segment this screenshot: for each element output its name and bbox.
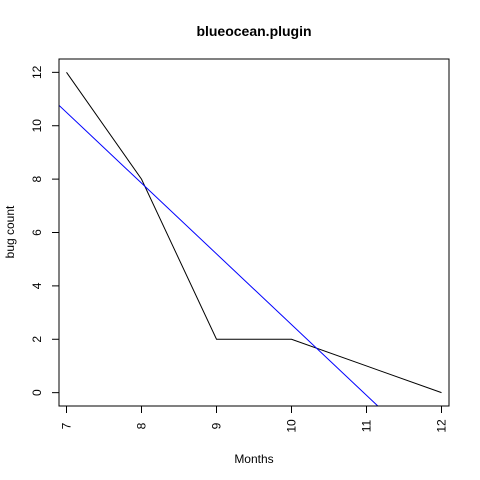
chart-title: blueocean.plugin xyxy=(196,23,311,39)
x-axis-label: Months xyxy=(234,452,273,466)
x-tick-label: 10 xyxy=(285,419,299,433)
plot-frame xyxy=(58,58,450,407)
y-axis-label: bug count xyxy=(3,205,17,258)
series-line-0 xyxy=(66,72,442,394)
y-tick-label: 4 xyxy=(30,282,44,289)
x-tick-label: 8 xyxy=(135,422,149,429)
y-axis: 0 2 4 6 8 10 12 xyxy=(30,65,60,396)
x-axis: 7 8 9 10 11 12 xyxy=(60,405,449,433)
y-tick-label: 8 xyxy=(30,175,44,182)
y-tick-label: 6 xyxy=(30,229,44,236)
x-tick-label: 11 xyxy=(360,419,374,432)
x-tick-label: 9 xyxy=(210,422,224,429)
y-tick-label: 2 xyxy=(30,336,44,343)
trend-line xyxy=(59,104,379,406)
y-tick-label: 0 xyxy=(30,389,44,396)
plot-area xyxy=(58,58,450,407)
x-tick-label: 7 xyxy=(60,422,74,429)
y-tick-label: 12 xyxy=(30,65,44,79)
series-layer xyxy=(59,72,442,406)
y-tick-label: 10 xyxy=(30,119,44,133)
x-tick-label: 12 xyxy=(435,419,449,433)
